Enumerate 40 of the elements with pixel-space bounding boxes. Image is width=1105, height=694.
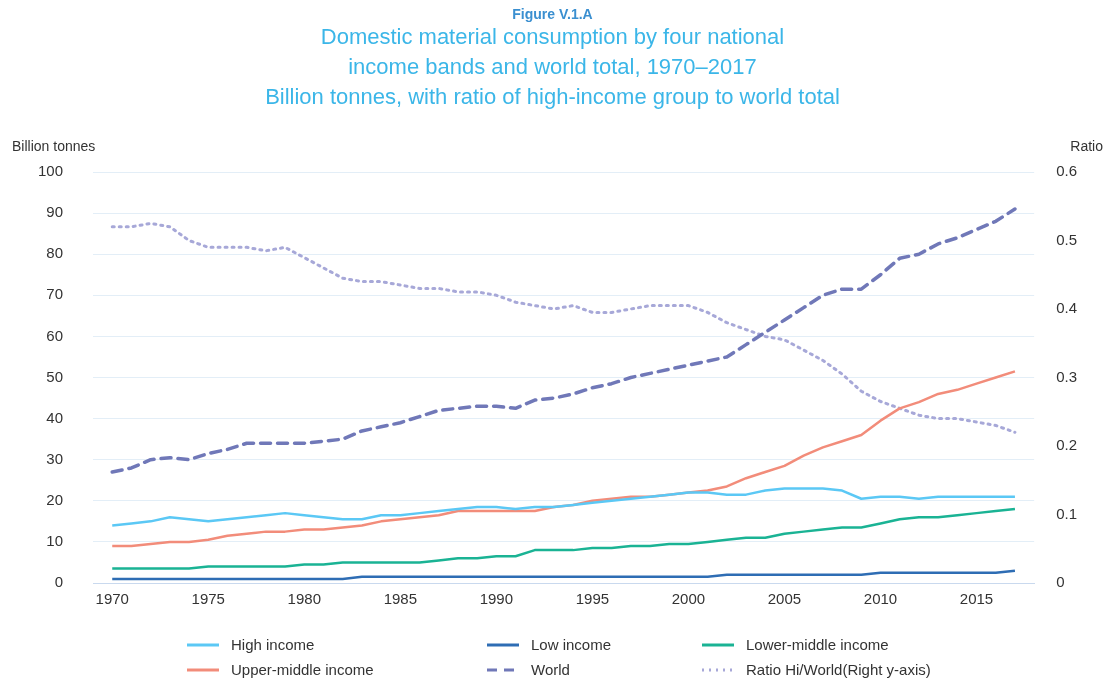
y-tick-label: 0 (54, 573, 64, 591)
line-series (110, 207, 1017, 474)
legend-label: Lower-middle income (746, 636, 889, 653)
y-tick-label: 80 (46, 244, 64, 262)
chart-title: Figure V.1.A (511, 5, 594, 22)
y-tick-label: 100 (38, 162, 64, 180)
legend-label: Low income (531, 636, 612, 653)
y2-axis-title: Ratio (1070, 137, 1104, 154)
x-tick-label: 1975 (191, 590, 225, 608)
x-tick-label: 1990 (479, 590, 514, 608)
y2-tick-label: 0.5 (1056, 230, 1078, 248)
y-axis-title: Billion tonnes (12, 137, 96, 154)
y2-tick-label: 0.3 (1056, 367, 1078, 385)
x-tick-label: 1985 (383, 590, 418, 608)
y2-tick-label: 0.1 (1056, 504, 1078, 522)
y2-tick-label: 0.2 (1056, 436, 1078, 454)
legend-label: World (531, 661, 570, 678)
x-tick-label: 2000 (671, 590, 706, 608)
x-tick-label: 2005 (767, 590, 802, 608)
y2-tick-label: 0.6 (1056, 162, 1078, 180)
x-tick-label: 2010 (863, 590, 898, 608)
y-tick-label: 40 (46, 408, 64, 426)
y-tick-label: 20 (46, 490, 64, 508)
x-tick-label: 1980 (287, 590, 321, 608)
line-series (110, 221, 1017, 434)
chart-subtitle: Domestic material consumption by four national income bands and world total, 1970–2017 Billion tonnes, with ratio of high-income group to world total (264, 23, 841, 111)
x-tick-label: 1995 (575, 590, 610, 608)
y-tick-label: 30 (46, 449, 64, 467)
legend-label: Ratio Hi/World(Right y-axis) (746, 661, 931, 678)
legend-label: Upper-middle income (231, 661, 374, 678)
y-tick-label: 10 (46, 532, 64, 550)
x-tick-label: 1970 (95, 590, 129, 608)
x-tick-label: 2015 (959, 590, 994, 608)
y-tick-label: 50 (46, 367, 64, 385)
legend-label: High income (231, 636, 315, 653)
y2-tick-label: 0.4 (1056, 299, 1078, 317)
y2-tick-label: 0 (1056, 573, 1065, 591)
y-tick-label: 60 (46, 326, 64, 344)
y-tick-label: 90 (46, 203, 64, 221)
y-tick-label: 70 (46, 285, 64, 303)
